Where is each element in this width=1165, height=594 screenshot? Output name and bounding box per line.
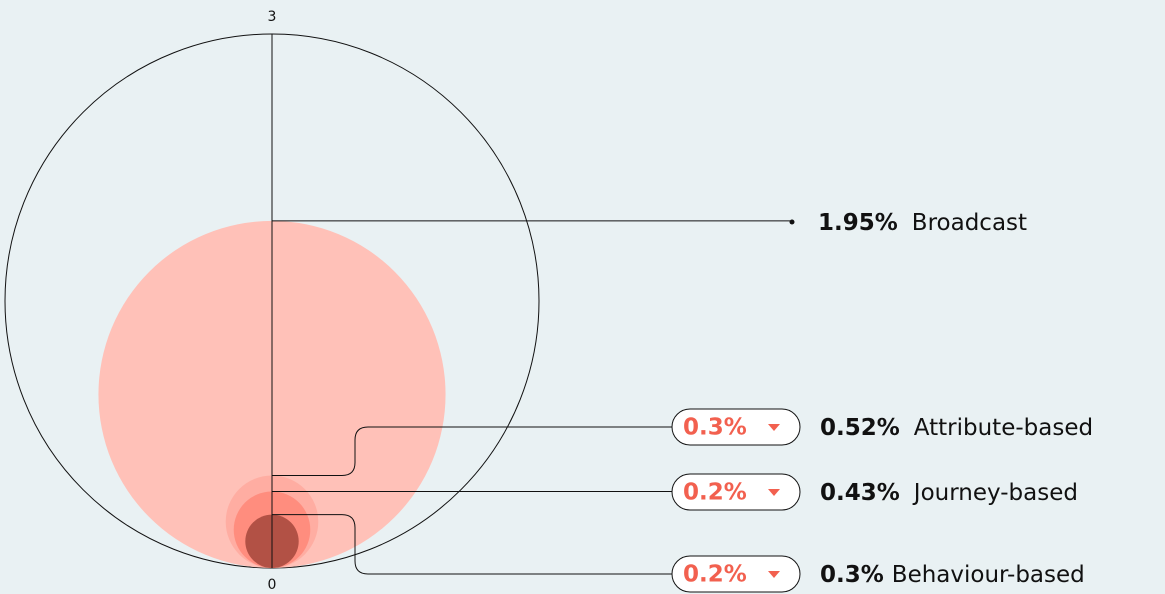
connector-dot	[789, 219, 795, 225]
connector	[272, 426, 672, 476]
y-tick-label: 3	[268, 9, 277, 25]
down-arrow	[768, 424, 780, 431]
y-tick-label: 0	[268, 577, 277, 593]
connector	[272, 514, 672, 575]
category-label: Behaviour-based	[892, 562, 1085, 588]
down-arrow	[768, 571, 780, 578]
series-label: 0.43% Journey-based	[820, 480, 1078, 506]
change-label: 0.3%	[683, 415, 747, 441]
down-arrow	[768, 489, 780, 496]
change-label: 0.2%	[683, 562, 747, 588]
category-label: Broadcast	[912, 210, 1027, 236]
value-label: 0.3%	[820, 562, 884, 588]
change-badge: 0.2%	[671, 555, 801, 593]
change-label: 0.2%	[683, 480, 747, 506]
value-label: 0.43%	[820, 480, 900, 506]
badge-box	[671, 555, 801, 593]
series-label: 0.3% Behaviour-based	[820, 562, 1085, 588]
badge-box	[671, 408, 801, 446]
series-label: 0.52% Attribute-based	[820, 415, 1093, 441]
value-label: 0.52%	[820, 415, 900, 441]
series-label: 1.95% Broadcast	[818, 210, 1027, 236]
value-label: 1.95%	[818, 210, 898, 236]
change-badge: 0.3%	[671, 408, 801, 446]
badge-box	[671, 473, 801, 511]
change-badge: 0.2%	[671, 473, 801, 511]
category-label: Journey-based	[912, 480, 1078, 506]
category-label: Attribute-based	[914, 415, 1093, 441]
